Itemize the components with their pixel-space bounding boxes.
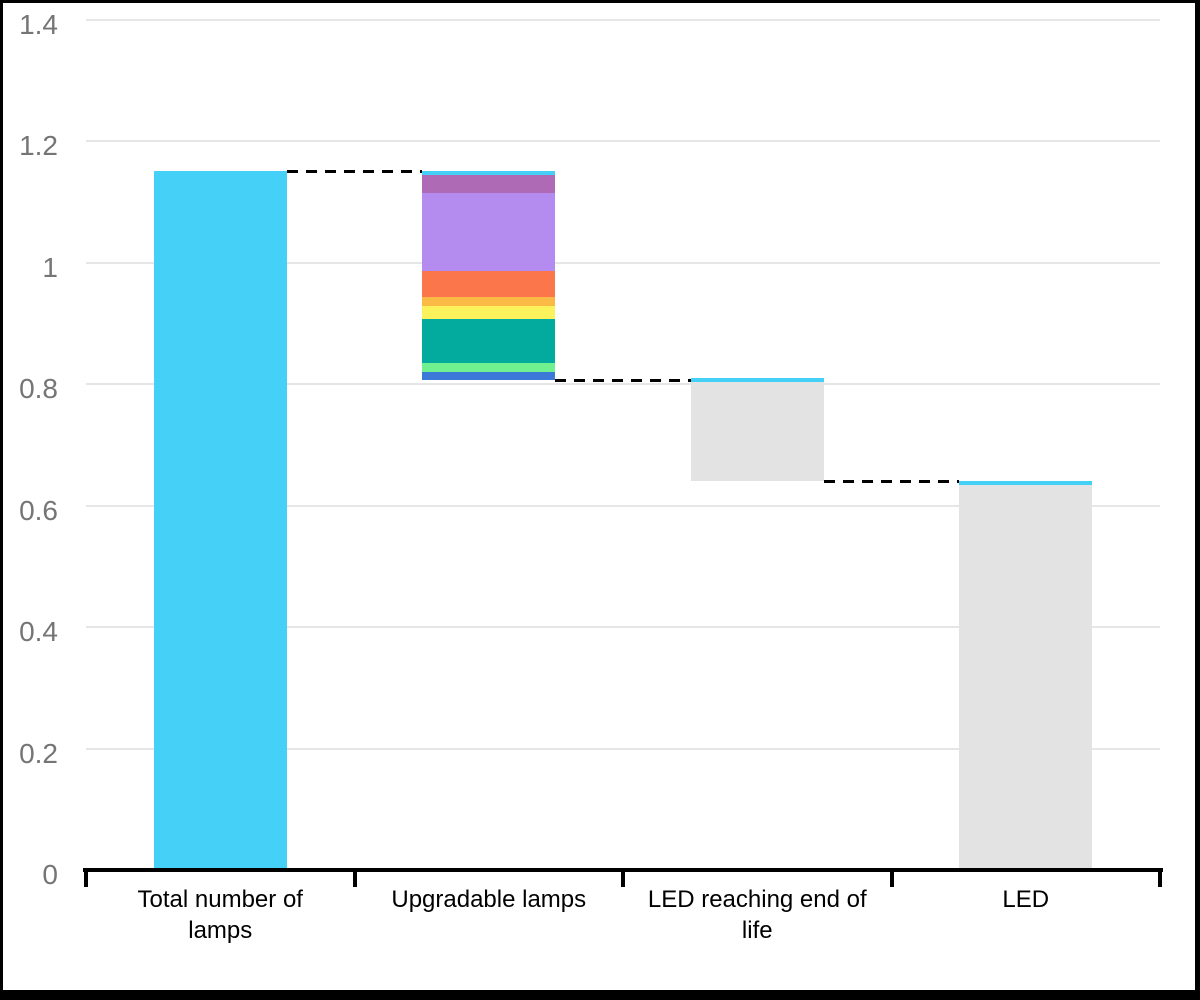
bar-cap-led xyxy=(959,481,1093,486)
bar-led[interactable] xyxy=(959,485,1093,870)
bar-segment-teal[interactable] xyxy=(422,318,556,363)
x-axis-category-label: LED xyxy=(1002,886,1050,913)
y-axis-tick-label: 0.4 xyxy=(19,616,58,647)
gridline xyxy=(86,626,1160,628)
bar-total-number-of-lamps[interactable] xyxy=(153,171,287,870)
y-axis-tick-label: 1 xyxy=(42,251,58,283)
y-axis-tick-label: 0.6 xyxy=(19,494,58,526)
y-axis-tick-label: 0.2 xyxy=(19,737,58,769)
y-axis-tick-label: 1.2 xyxy=(19,130,58,161)
x-axis-category-label: Total number of lamps xyxy=(137,886,303,944)
x-axis-category-label: LED reaching end of life xyxy=(647,886,867,944)
x-axis-category-label: Upgradable lamps xyxy=(391,886,587,913)
bar-segment-amber[interactable] xyxy=(422,296,556,307)
y-axis-tick-label: 1.4 xyxy=(19,8,58,40)
x-axis-tick xyxy=(352,868,357,887)
y-axis-tick-label: 0 xyxy=(42,859,58,890)
bar-segment-blue[interactable] xyxy=(422,371,556,381)
bar-segment-yellow[interactable] xyxy=(422,306,556,319)
bar-cap-led-reaching-end-of-life xyxy=(690,377,824,382)
gridline xyxy=(86,261,1160,264)
x-axis-tick xyxy=(889,868,894,887)
x-axis-tick xyxy=(621,868,625,887)
bar-led-reaching-end-of-life[interactable] xyxy=(690,381,824,482)
gridline xyxy=(86,18,1160,21)
gridline xyxy=(86,747,1160,750)
bar-segment-light-green[interactable] xyxy=(422,362,556,372)
bar-segment-orange[interactable] xyxy=(422,271,556,297)
gridline xyxy=(86,140,1160,142)
connector-dashed-line xyxy=(286,170,423,174)
connector-dashed-line xyxy=(823,480,960,484)
bar-segment-light-purple[interactable] xyxy=(422,193,556,271)
gridline xyxy=(86,383,1160,385)
bar-segment-mauve[interactable] xyxy=(422,175,556,194)
x-axis-tick xyxy=(1158,868,1162,887)
connector-dashed-line xyxy=(555,379,691,383)
y-axis-tick-label: 0.8 xyxy=(19,373,58,404)
bar-segment-cyan[interactable] xyxy=(422,171,556,176)
x-axis-tick xyxy=(84,868,88,887)
gridline xyxy=(86,504,1160,507)
